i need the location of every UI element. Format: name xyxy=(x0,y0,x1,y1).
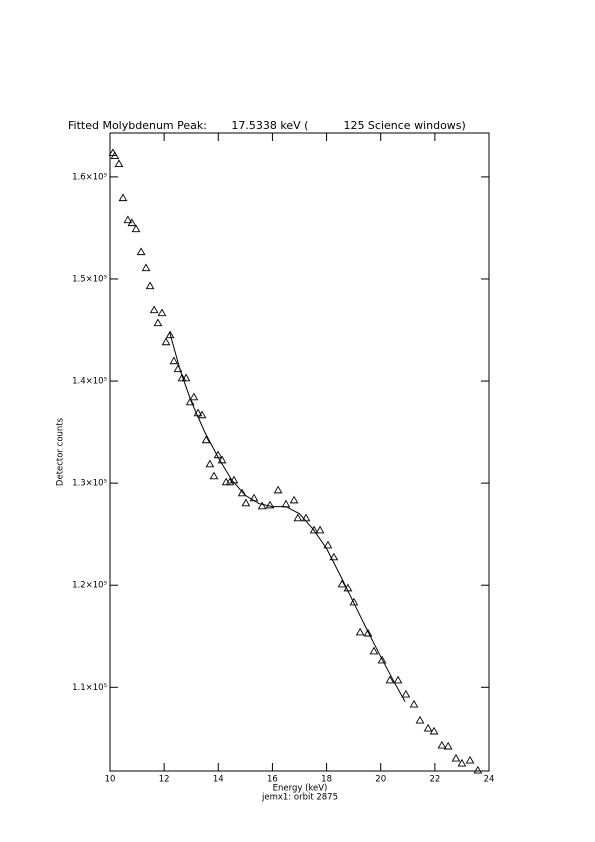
triangle-marker xyxy=(114,159,124,167)
triangle-marker xyxy=(189,392,199,401)
triangle-marker xyxy=(161,337,171,346)
triangle-marker xyxy=(127,218,137,227)
x-axis-label: Energy (keV) xyxy=(273,784,328,794)
y-axis-label: Detector counts xyxy=(56,417,66,486)
y-tick-label: 1.2×10⁵ xyxy=(72,581,107,591)
triangle-marker xyxy=(443,741,453,750)
triangle-marker xyxy=(181,373,191,382)
triangle-marker xyxy=(110,151,120,160)
triangle-marker xyxy=(393,675,403,684)
triangle-marker xyxy=(225,477,235,486)
triangle-marker xyxy=(437,740,447,749)
triangle-marker xyxy=(369,646,379,655)
x-tick-label: 16 xyxy=(267,775,278,785)
triangle-marker xyxy=(329,552,339,561)
triangle-marker xyxy=(315,525,325,534)
triangle-marker xyxy=(401,689,411,698)
x-tick-label: 18 xyxy=(321,775,332,785)
triangle-marker xyxy=(123,215,133,224)
x-tick-label: 20 xyxy=(375,775,386,785)
triangle-marker xyxy=(363,628,373,637)
triangle-marker xyxy=(429,726,439,735)
triangle-marker xyxy=(415,715,425,724)
x-tick-label: 24 xyxy=(484,775,495,785)
triangle-marker xyxy=(153,318,163,327)
triangle-marker xyxy=(185,397,195,406)
triangle-marker xyxy=(309,525,319,534)
triangle-marker xyxy=(237,488,247,497)
triangle-marker xyxy=(157,308,167,317)
x-tick-label: 22 xyxy=(429,775,440,785)
triangle-marker xyxy=(337,579,347,588)
triangle-marker xyxy=(385,675,395,684)
triangle-marker xyxy=(257,501,267,510)
subtitle: jemx1: orbit 2875 xyxy=(261,793,338,803)
x-tick-label: 12 xyxy=(159,775,170,785)
chart-title: Fitted Molybdenum Peak: 17.5338 keV ( 12… xyxy=(68,119,466,132)
y-tick-label: 1.4×10⁵ xyxy=(72,377,107,387)
triangle-marker xyxy=(165,330,175,339)
plot-frame xyxy=(109,132,490,772)
x-tick-label: 14 xyxy=(213,775,224,785)
triangle-marker xyxy=(349,597,359,606)
triangle-marker xyxy=(377,655,387,664)
triangle-marker xyxy=(273,485,283,494)
triangle-marker xyxy=(217,455,227,464)
triangle-marker xyxy=(118,193,128,202)
triangle-marker xyxy=(241,498,251,507)
fit-line xyxy=(169,331,406,702)
triangle-marker xyxy=(451,753,461,762)
triangle-marker xyxy=(169,356,179,365)
triangle-marker xyxy=(141,263,151,272)
triangle-marker xyxy=(136,247,146,256)
x-tick-label: 10 xyxy=(105,775,116,785)
triangle-marker xyxy=(209,471,219,480)
triangle-marker xyxy=(473,765,483,774)
y-tick-label: 1.6×10⁵ xyxy=(72,172,107,182)
triangle-marker xyxy=(145,281,155,290)
triangle-marker xyxy=(201,435,211,444)
triangle-marker xyxy=(265,500,275,509)
triangle-marker xyxy=(205,459,215,468)
triangle-marker xyxy=(149,305,159,314)
triangle-marker xyxy=(131,224,141,233)
y-tick-label: 1.5×10⁵ xyxy=(72,274,107,284)
triangle-marker xyxy=(293,513,303,522)
triangle-marker xyxy=(289,495,299,504)
y-tick-label: 1.3×10⁵ xyxy=(72,479,107,489)
y-tick-label: 1.1×10⁵ xyxy=(72,683,107,693)
triangle-marker xyxy=(465,755,475,764)
triangle-marker xyxy=(323,540,333,549)
triangle-marker xyxy=(355,627,365,636)
triangle-marker xyxy=(409,699,419,708)
triangle-marker xyxy=(423,723,433,732)
triangle-marker xyxy=(457,758,467,767)
triangle-marker xyxy=(197,410,207,419)
